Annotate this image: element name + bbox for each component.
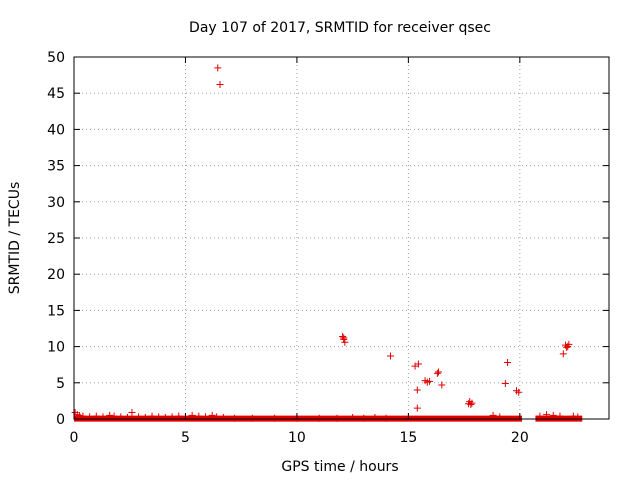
data-point — [248, 414, 256, 422]
data-point — [79, 412, 87, 420]
data-point — [426, 377, 434, 385]
x-tick-label: 15 — [399, 430, 417, 446]
data-point — [467, 401, 475, 409]
data-point — [219, 414, 227, 422]
data-point — [188, 411, 196, 419]
data-point — [128, 408, 136, 416]
data-point — [413, 404, 421, 412]
data-point — [161, 414, 169, 422]
data-point — [382, 414, 390, 422]
x-tick-label: 10 — [288, 430, 306, 446]
data-point — [271, 414, 279, 422]
data-point — [106, 411, 114, 419]
data-point — [559, 350, 567, 358]
data-point — [387, 352, 395, 360]
data-point — [565, 340, 573, 348]
x-tick-label: 5 — [181, 430, 190, 446]
y-tick-label: 45 — [47, 86, 65, 102]
y-tick-label: 15 — [47, 303, 65, 319]
data-point — [489, 411, 497, 419]
y-tick-label: 5 — [56, 376, 65, 392]
x-tick-label: 0 — [70, 430, 79, 446]
y-tick-label: 50 — [47, 50, 65, 66]
y-tick-label: 25 — [47, 231, 65, 247]
data-point — [504, 359, 512, 367]
data-point — [208, 411, 216, 419]
data-point — [569, 412, 577, 420]
data-point — [543, 411, 551, 419]
data-point — [341, 338, 349, 346]
data-point — [413, 386, 421, 394]
y-tick-label: 0 — [56, 412, 65, 428]
y-tick-label: 10 — [47, 340, 65, 356]
y-tick-label: 35 — [47, 159, 65, 175]
data-point — [360, 414, 368, 422]
data-points — [71, 64, 583, 422]
data-point — [414, 360, 422, 368]
data-point — [110, 412, 118, 420]
data-point — [315, 414, 323, 422]
data-point — [76, 411, 84, 419]
data-point — [92, 412, 100, 420]
y-tick-label: 20 — [47, 267, 65, 283]
data-point — [195, 412, 203, 420]
data-point — [433, 369, 441, 377]
data-point — [438, 381, 446, 389]
x-tick-label: 20 — [511, 430, 529, 446]
data-point — [339, 332, 347, 340]
data-point — [501, 380, 509, 388]
data-point — [349, 414, 357, 422]
data-point — [216, 81, 224, 89]
data-point — [556, 412, 564, 420]
data-point — [214, 64, 222, 72]
data-point — [536, 412, 544, 420]
data-point — [515, 388, 523, 396]
x-axis-label: GPS time / hours — [281, 459, 398, 475]
y-tick-label: 30 — [47, 195, 65, 211]
data-point — [549, 411, 557, 419]
data-point — [434, 368, 442, 376]
y-axis-label: SRMTID / TECUs — [7, 182, 23, 295]
axis-ticks: 0 5 10 15 20 25 30 35 40 45 50 0 5 10 15 20 — [47, 50, 609, 446]
data-point — [148, 412, 156, 420]
data-point — [371, 414, 379, 422]
data-point — [141, 414, 149, 422]
grid-lines — [74, 57, 609, 419]
data-point — [231, 414, 238, 422]
data-point — [175, 412, 183, 420]
data-point — [340, 334, 348, 342]
data-point — [124, 414, 131, 422]
data-point — [468, 399, 476, 407]
data-point — [333, 414, 341, 422]
y-tick-label: 40 — [47, 122, 65, 138]
chart-title: Day 107 of 2017, SRMTID for receiver qse… — [189, 20, 491, 36]
